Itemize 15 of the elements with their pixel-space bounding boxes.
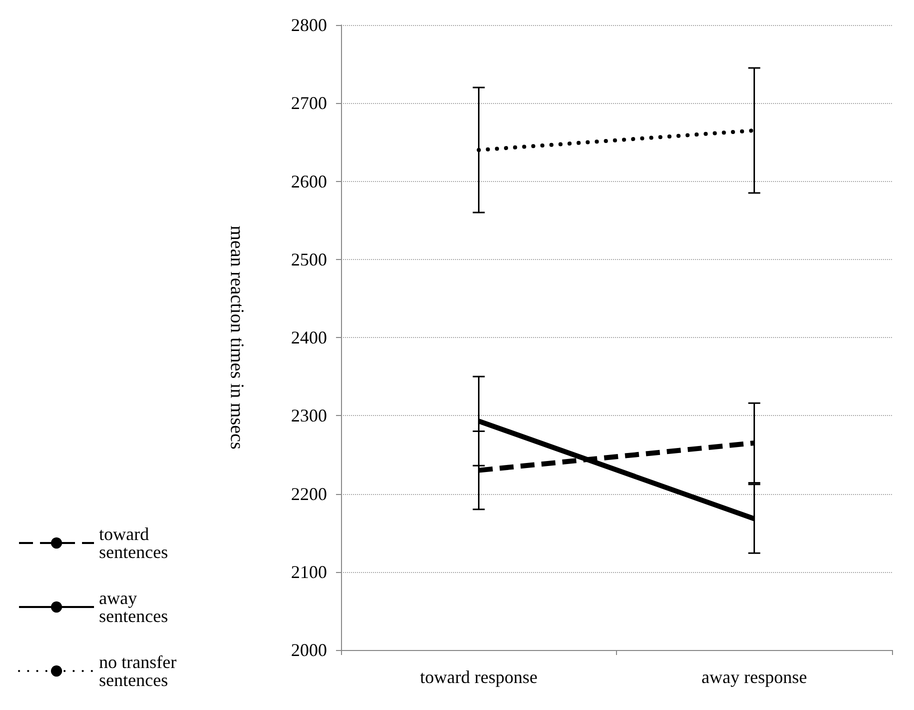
y-tick-label: 2500 xyxy=(291,249,327,270)
x-tick-label: away response xyxy=(702,667,807,687)
y-tick-label: 2400 xyxy=(291,328,327,348)
y-axis-title: mean reaction times in msecs xyxy=(226,226,247,450)
y-tick-label: 2000 xyxy=(291,640,327,660)
legend-label: no transfer sentences xyxy=(99,652,181,690)
y-tick-label: 2300 xyxy=(291,406,327,426)
legend-label: toward sentences xyxy=(99,524,168,562)
y-tick-label: 2600 xyxy=(291,171,327,192)
x-tick-label: toward response xyxy=(420,667,538,687)
y-tick-label: 2100 xyxy=(291,562,327,582)
y-tick-label: 2200 xyxy=(291,484,327,504)
legend-label: away sentences xyxy=(99,588,168,626)
y-tick-label: 2800 xyxy=(291,15,327,35)
y-tick-label: 2700 xyxy=(291,93,327,114)
